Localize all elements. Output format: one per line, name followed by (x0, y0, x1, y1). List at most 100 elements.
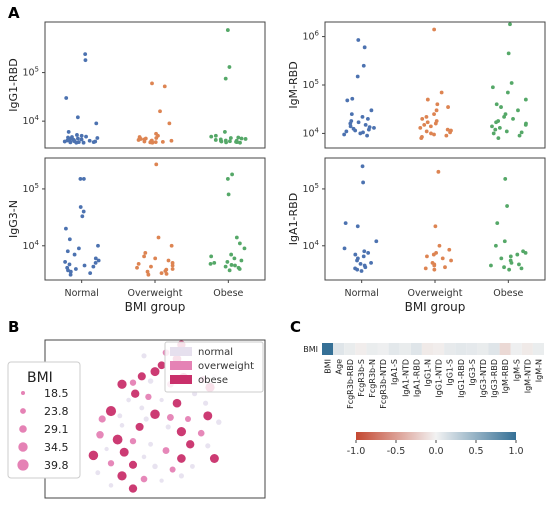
data-point-normal (159, 397, 164, 403)
data-point-normal (366, 127, 371, 132)
y-tick-label: 104 (22, 239, 39, 252)
data-point-overweight (142, 139, 147, 144)
data-point-normal (216, 419, 222, 425)
data-point-overweight (432, 132, 436, 137)
data-point-obese (117, 379, 127, 389)
data-point-overweight (445, 127, 450, 132)
data-point-obese (128, 484, 138, 493)
data-point-normal (68, 269, 73, 274)
legend-label-normal: normal (198, 347, 233, 358)
heatmap-cell (488, 343, 500, 355)
data-point-overweight (170, 263, 175, 268)
data-point-obese (137, 372, 146, 381)
heatmap-cell (499, 343, 511, 355)
y-tick-mantissa: 10 (22, 116, 34, 127)
heatmap-column-label: IgG3-NTD (479, 359, 488, 398)
heatmap-column-label: IgA1-RBD (412, 359, 421, 397)
heatmap-column-label: FcgR3b-NTD (379, 359, 388, 409)
data-point-normal (68, 272, 73, 277)
data-point-overweight (158, 109, 162, 114)
data-point-overweight (429, 131, 433, 136)
data-point-obese (112, 434, 123, 445)
data-point-obese (496, 136, 501, 141)
data-point-normal (93, 256, 98, 261)
x-axis-label: BMI group (125, 300, 186, 314)
data-point-obese (105, 406, 117, 417)
data-point-overweight (443, 265, 447, 270)
data-point-normal (63, 260, 68, 264)
heatmap-column-label: IgA1-S (390, 359, 399, 385)
data-point-overweight (444, 133, 449, 138)
data-point-obese (497, 126, 502, 130)
data-point-normal (360, 164, 365, 169)
data-point-obese (519, 266, 524, 271)
data-point-overweight (434, 108, 439, 113)
data-point-obese (491, 131, 496, 136)
heatmap-cell (399, 343, 411, 355)
data-point-normal (79, 137, 84, 142)
data-point-obese (150, 367, 160, 377)
size-legend-value: 29.1 (44, 423, 69, 436)
data-point-normal (361, 254, 366, 259)
y-tick-exponent: 6 (315, 30, 320, 38)
data-point-overweight (145, 269, 150, 274)
data-point-overweight (136, 261, 141, 266)
data-point-overweight (432, 267, 437, 272)
data-point-normal (78, 177, 83, 181)
data-point-normal (141, 454, 147, 460)
data-point-overweight (423, 266, 428, 271)
data-point-normal (81, 209, 86, 214)
data-point-overweight (435, 102, 440, 107)
panel-label-b: B (8, 318, 19, 336)
data-point-normal (178, 473, 184, 479)
data-point-obese (177, 454, 186, 463)
data-point-obese (226, 192, 231, 197)
data-point-normal (78, 205, 83, 209)
data-point-obese (117, 471, 127, 481)
data-point-normal (94, 121, 99, 126)
y-tick-exponent: 4 (35, 114, 40, 122)
size-legend-marker (21, 391, 25, 395)
data-point-overweight (433, 121, 438, 126)
heatmap-cell (322, 343, 334, 355)
y-tick-exponent: 5 (35, 66, 39, 74)
data-point-overweight (154, 162, 159, 167)
data-point-obese (222, 130, 227, 134)
y-tick-exponent: 5 (315, 182, 319, 190)
data-point-overweight (170, 267, 175, 271)
colorbar-tick-label: 0.0 (428, 446, 443, 457)
data-point-normal (72, 252, 77, 257)
heatmap-column-label: IgM-N (534, 359, 543, 382)
data-point-obese (502, 114, 506, 119)
data-point-overweight (159, 271, 164, 276)
data-point-obese (507, 267, 512, 272)
heatmap-column-label: IgG3-S (468, 359, 477, 386)
data-point-normal (75, 115, 80, 120)
size-legend-marker (20, 408, 26, 414)
size-legend-value: 34.5 (44, 441, 69, 454)
data-point-obese (239, 136, 244, 141)
size-legend-marker (17, 459, 29, 471)
data-point-obese (493, 127, 498, 132)
data-point-normal (104, 446, 109, 452)
data-point-obese (499, 256, 504, 261)
data-point-overweight (163, 269, 168, 273)
panel-label-a: A (8, 4, 20, 22)
data-point-obese (157, 361, 166, 370)
data-point-overweight (439, 90, 444, 95)
data-point-normal (349, 112, 354, 117)
y-tick-label: 104 (302, 239, 319, 252)
y-tick-exponent: 4 (35, 239, 40, 247)
data-point-overweight (449, 258, 453, 263)
data-point-obese (208, 261, 213, 266)
data-point-normal (165, 424, 171, 430)
data-point-obese (523, 97, 528, 102)
y-tick-mantissa: 10 (22, 68, 34, 79)
data-point-overweight (166, 413, 174, 421)
data-point-overweight (164, 272, 169, 276)
legend-swatch-overweight (170, 361, 192, 370)
